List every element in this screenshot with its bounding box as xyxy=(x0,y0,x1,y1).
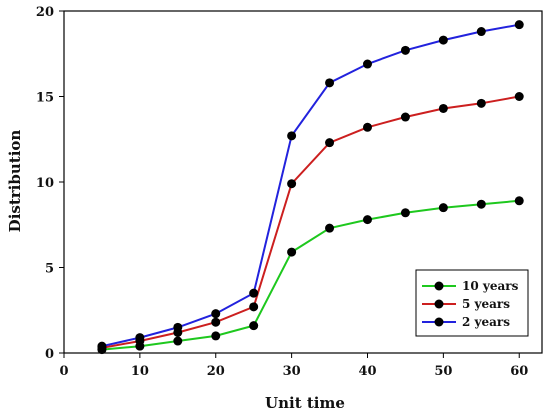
x-axis-title: Unit time xyxy=(265,394,345,412)
x-tick-label: 20 xyxy=(207,364,225,379)
data-point xyxy=(476,98,486,108)
data-point xyxy=(400,45,410,55)
data-point xyxy=(362,215,372,225)
data-point xyxy=(514,92,524,101)
data-point xyxy=(135,333,145,343)
data-point xyxy=(211,331,221,341)
data-point xyxy=(438,203,448,213)
legend-label: 5 years xyxy=(462,297,510,311)
data-point xyxy=(438,35,448,45)
series-line xyxy=(101,23,520,348)
x-tick-label: 30 xyxy=(283,364,301,379)
data-point xyxy=(325,78,335,88)
data-point xyxy=(97,341,107,351)
y-tick-label: 0 xyxy=(45,347,54,362)
data-point xyxy=(400,208,410,218)
data-point xyxy=(514,20,524,30)
data-point xyxy=(400,112,410,122)
legend-swatch-marker xyxy=(434,299,444,309)
y-tick-label: 5 xyxy=(45,262,54,277)
series-line xyxy=(101,95,520,349)
data-point xyxy=(287,179,297,189)
legend-swatch-marker xyxy=(434,317,444,327)
y-tick-label: 20 xyxy=(36,5,54,20)
data-point xyxy=(211,317,221,327)
legend-swatch-marker xyxy=(434,281,444,291)
data-point xyxy=(287,247,297,257)
y-tick-label: 15 xyxy=(36,91,54,106)
x-tick-label: 50 xyxy=(434,364,452,379)
data-point xyxy=(211,309,221,319)
legend-label: 2 years xyxy=(462,315,510,329)
data-point xyxy=(476,199,486,209)
data-point xyxy=(173,336,183,346)
series-line xyxy=(101,199,520,351)
x-tick-label: 0 xyxy=(59,364,68,379)
x-tick-label: 40 xyxy=(358,364,376,379)
y-tick-label: 10 xyxy=(36,176,54,191)
data-point xyxy=(325,138,335,148)
data-point xyxy=(514,196,524,206)
y-axis-title: Distribution xyxy=(6,130,24,233)
legend-label: 10 years xyxy=(462,279,519,293)
data-point xyxy=(438,103,448,113)
plot-area: 0 10 20 30 40 50 60 0 5 10 15 20 10 years 5 years 2 ye… xyxy=(36,5,543,379)
data-point xyxy=(325,223,335,233)
data-point xyxy=(287,131,297,141)
data-point xyxy=(249,302,259,312)
data-point xyxy=(249,288,259,298)
x-tick-label: 60 xyxy=(510,364,528,379)
data-point xyxy=(362,122,372,132)
data-point xyxy=(476,27,486,37)
data-point xyxy=(173,322,183,332)
data-point xyxy=(249,321,259,331)
data-point xyxy=(362,59,372,69)
x-tick-label: 10 xyxy=(131,364,149,379)
